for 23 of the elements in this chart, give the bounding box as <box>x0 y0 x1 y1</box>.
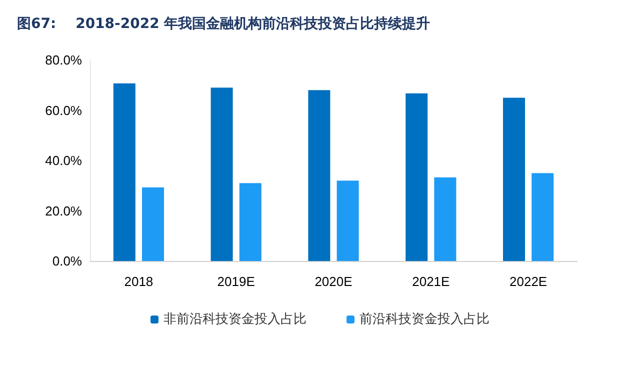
x-tick-label: 2019E <box>217 274 256 289</box>
x-tick-label: 2021E <box>412 274 450 289</box>
bar <box>210 88 233 261</box>
bar <box>239 183 262 261</box>
x-tick-label: 2022E <box>510 274 548 289</box>
y-tick-label: 60.0% <box>45 102 82 118</box>
y-tick-label: 80.0% <box>45 52 82 68</box>
y-tick-label: 20.0% <box>45 203 82 218</box>
legend-label: 前沿科技资金投入占比 <box>360 312 490 327</box>
x-tick-label: 2018 <box>124 274 154 289</box>
bar <box>113 83 136 261</box>
y-tick-label: 0.0% <box>52 254 82 268</box>
chart-title: 图67: 2018-2022 年我国金融机构前沿科技投资占比持续提升 <box>17 15 430 32</box>
legend-label: 非前沿科技资金投入占比 <box>164 312 306 327</box>
y-tick-label: 40.0% <box>45 153 82 168</box>
bar <box>434 177 456 261</box>
bar <box>406 93 428 261</box>
bar <box>503 98 525 261</box>
bar <box>142 187 164 261</box>
bar <box>336 180 359 261</box>
bar <box>532 173 554 261</box>
x-tick-label: 2020E <box>314 274 353 289</box>
bar <box>308 90 330 261</box>
